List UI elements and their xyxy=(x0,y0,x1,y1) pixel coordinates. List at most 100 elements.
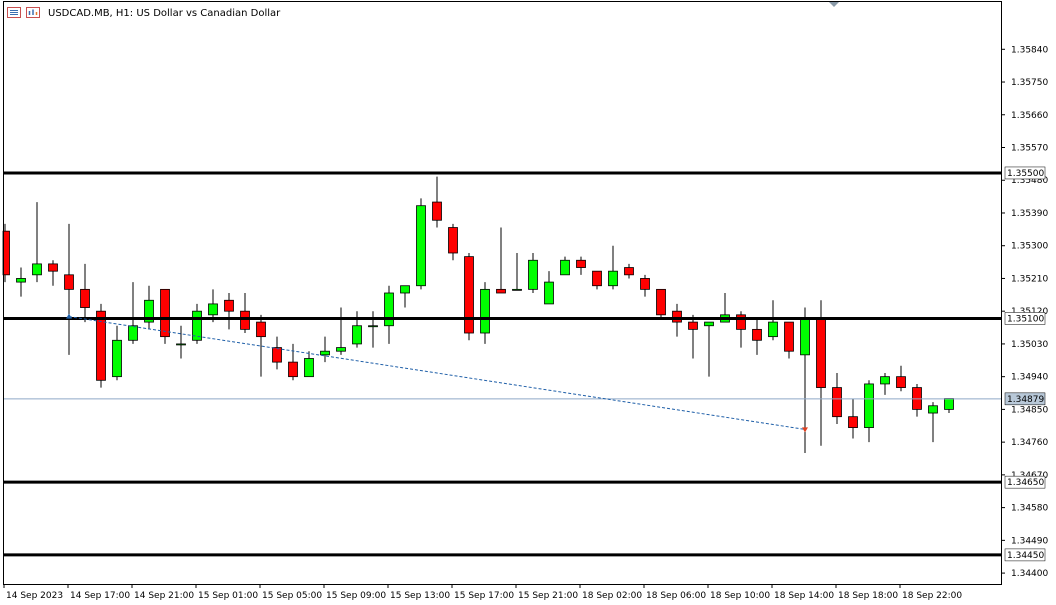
bullish-candle xyxy=(32,263,42,276)
bullish-candle xyxy=(400,285,410,294)
bullish-candle xyxy=(800,318,810,356)
bullish-candle xyxy=(544,281,554,305)
candle-bodies xyxy=(2,201,954,428)
plot-frame xyxy=(3,1,1002,585)
bullish-candle xyxy=(144,299,154,323)
time-tick-label: 15 Sep 21:00 xyxy=(518,591,578,601)
bearish-candle xyxy=(592,270,602,287)
bullish-candle xyxy=(528,259,538,290)
horizontal-levels xyxy=(3,171,1001,557)
time-tick-label: 14 Sep 2023 xyxy=(6,591,63,601)
time-tick-label: 15 Sep 05:00 xyxy=(262,591,322,601)
price-tick-label: 1.34940 xyxy=(1011,373,1048,383)
level-price-label-box xyxy=(1004,166,1046,180)
bullish-candle xyxy=(208,303,218,316)
level-price-labels: 1.35500 1.35100 1.34650 1.34450 1.34879 xyxy=(1004,166,1046,562)
bearish-candle xyxy=(464,256,474,334)
bearish-candle xyxy=(784,321,794,352)
time-tick-label: 18 Sep 10:00 xyxy=(710,591,770,601)
level-price-label-box xyxy=(1004,312,1046,325)
bearish-candle xyxy=(752,328,762,341)
level-price-label-box xyxy=(1004,475,1046,489)
bearish-candle xyxy=(432,201,442,221)
time-tick-label: 18 Sep 02:00 xyxy=(582,591,642,601)
bullish-candle xyxy=(512,288,522,291)
price-tick-label: 1.34490 xyxy=(1011,536,1048,546)
bullish-candle xyxy=(304,358,314,378)
bullish-candle xyxy=(768,321,778,338)
bearish-candle xyxy=(80,288,90,308)
price-tick-label: 1.35120 xyxy=(1011,307,1048,317)
buy-arrow-icon[interactable] xyxy=(66,313,72,319)
price-tick-label: 1.35030 xyxy=(1011,340,1048,350)
bullish-candle xyxy=(320,350,330,356)
bullish-candle xyxy=(928,405,938,414)
bearish-candle xyxy=(160,288,170,338)
bullish-candle xyxy=(368,325,378,328)
chart-window-icon[interactable] xyxy=(7,7,21,18)
price-tick-label: 1.35390 xyxy=(1011,209,1048,219)
bearish-candle xyxy=(816,318,826,388)
price-tick-label: 1.35570 xyxy=(1011,144,1048,154)
bullish-candle xyxy=(16,278,26,283)
bearish-candle xyxy=(640,278,650,290)
bullish-candle xyxy=(608,270,618,287)
bullish-candle xyxy=(944,398,954,410)
bearish-candle xyxy=(288,361,298,378)
bearish-candle xyxy=(656,288,666,316)
trade-history-line[interactable] xyxy=(68,316,806,430)
chart-shift-marker-icon[interactable] xyxy=(829,2,839,7)
price-tick-label: 1.35210 xyxy=(1011,274,1048,284)
chart-header: USDCAD.MB, H1: US Dollar vs Canadian Dol… xyxy=(7,7,281,19)
bearish-candle xyxy=(96,310,106,381)
bullish-candle xyxy=(176,343,186,346)
bearish-candle xyxy=(688,321,698,330)
price-tick-label: 1.34400 xyxy=(1011,569,1048,579)
price-tick-label: 1.34850 xyxy=(1011,405,1048,415)
time-tick-label: 18 Sep 06:00 xyxy=(646,591,706,601)
time-axis[interactable]: 14 Sep 2023 14 Sep 17:00 14 Sep 21:00 15 Se… xyxy=(3,584,962,601)
bullish-candle xyxy=(336,347,346,352)
time-tick-label: 18 Sep 18:00 xyxy=(838,591,898,601)
bullish-candle xyxy=(384,292,394,327)
time-tick-label: 15 Sep 09:00 xyxy=(326,591,386,601)
bullish-candle xyxy=(128,325,138,341)
bearish-candle xyxy=(848,416,858,428)
price-tick-label: 1.35300 xyxy=(1011,242,1048,252)
bullish-candle xyxy=(880,376,890,385)
time-tick-label: 15 Sep 01:00 xyxy=(198,591,258,601)
bullish-candle xyxy=(864,383,874,428)
bearish-candle xyxy=(624,267,634,276)
bid-price-label-box xyxy=(1004,392,1046,406)
level-price-label: 1.34650 xyxy=(1007,478,1044,488)
bearish-candle xyxy=(736,314,746,330)
time-tick-label: 15 Sep 13:00 xyxy=(390,591,450,601)
bullish-candle xyxy=(192,310,202,341)
trade-overlay xyxy=(3,313,1001,433)
bearish-candle xyxy=(496,288,506,294)
bar-chart-icon[interactable] xyxy=(26,7,40,18)
price-tick-label: 1.34670 xyxy=(1011,471,1048,481)
bullish-candle xyxy=(480,288,490,334)
time-tick-label: 18 Sep 22:00 xyxy=(902,591,962,601)
time-tick-label: 18 Sep 14:00 xyxy=(774,591,834,601)
sell-arrow-icon[interactable] xyxy=(802,427,808,433)
bullish-candle xyxy=(560,259,570,276)
bearish-candle xyxy=(672,310,682,323)
bid-price-label: 1.34879 xyxy=(1007,395,1044,405)
level-price-label: 1.34450 xyxy=(1007,551,1044,561)
time-tick-label: 14 Sep 17:00 xyxy=(70,591,130,601)
chart-title: USDCAD.MB, H1: US Dollar vs Canadian Dol… xyxy=(48,8,281,19)
level-price-label-box xyxy=(1004,548,1046,562)
bearish-candle xyxy=(48,263,58,272)
price-axis[interactable]: 1.35840 1.35750 1.35660 1.35570 1.35480 1.353… xyxy=(1001,45,1048,579)
bearish-candle xyxy=(240,310,250,330)
level-price-label: 1.35500 xyxy=(1007,169,1044,179)
bearish-candle xyxy=(832,387,842,418)
time-tick-label: 15 Sep 17:00 xyxy=(454,591,514,601)
bullish-candle xyxy=(416,205,426,287)
bearish-candle xyxy=(256,321,266,338)
price-tick-label: 1.34580 xyxy=(1011,504,1048,514)
bearish-candle xyxy=(576,259,586,268)
